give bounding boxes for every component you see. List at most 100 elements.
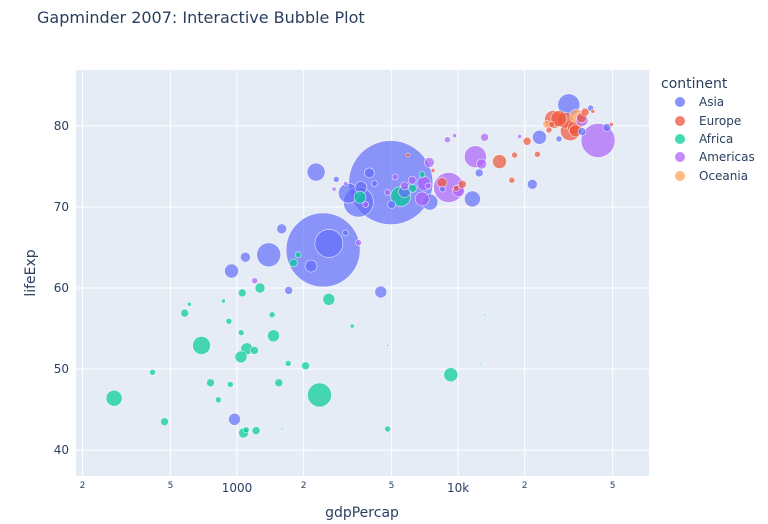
bubble-africa[interactable] [227,381,234,388]
bubble-africa[interactable] [478,362,482,365]
bubble-asia[interactable] [304,259,318,273]
bubble-asia[interactable] [577,127,587,136]
bubble-africa[interactable] [307,382,332,408]
bubble-europe[interactable] [590,109,596,114]
bubble-africa[interactable] [180,308,189,318]
bubble-africa[interactable] [237,288,247,298]
bubble-africa[interactable] [274,378,284,388]
bubble-asia[interactable] [228,412,241,426]
legend-item-asia[interactable]: Asia [675,95,724,109]
bubble-europe[interactable] [458,180,467,189]
bubble-americas[interactable] [517,134,522,139]
bubble-asia[interactable] [306,162,326,182]
bubble-asia[interactable] [364,167,375,179]
bubble-africa[interactable] [284,360,292,367]
bubble-europe[interactable] [534,151,541,158]
bubble-americas[interactable] [331,186,337,192]
bubble-asia[interactable] [371,180,378,187]
bubble-europe[interactable] [405,152,411,158]
plot-area[interactable] [76,70,649,476]
bubble-asia[interactable] [276,223,288,235]
bubble-africa[interactable] [160,417,169,427]
bubble-asia[interactable] [374,285,388,299]
bubble-africa[interactable] [187,301,192,307]
bubble-africa[interactable] [443,367,459,383]
bubble-americas[interactable] [480,133,489,142]
bubble-europe[interactable] [452,185,460,192]
bubble-asia[interactable] [314,229,344,258]
bubble-africa[interactable] [483,313,487,317]
bubble-asia[interactable] [532,130,547,145]
bubble-africa[interactable] [242,426,250,434]
bubble-americas[interactable] [423,157,435,168]
bubble-europe[interactable] [548,121,556,128]
bubble-africa[interactable] [206,378,215,388]
bubble-europe[interactable] [609,122,614,127]
bubble-asia[interactable] [240,251,251,263]
bubble-asia[interactable] [464,190,481,208]
bubble-europe[interactable] [545,126,553,134]
bubble-africa[interactable] [215,396,222,404]
bubble-americas[interactable] [362,201,370,208]
bubble-americas[interactable] [424,182,432,190]
bubble-europe[interactable] [492,154,507,169]
legend-item-europe[interactable]: Europe [675,114,741,128]
bubble-americas[interactable] [384,189,391,196]
bubble-americas[interactable] [476,158,488,170]
bubble-africa[interactable] [221,298,226,304]
bubble-africa[interactable] [225,317,233,325]
bubble-americas[interactable] [444,136,451,143]
legend-item-oceania[interactable]: Oceania [675,169,748,183]
bubble-africa[interactable] [192,336,211,355]
bubble-americas[interactable] [400,181,409,191]
bubble-americas[interactable] [407,175,417,185]
bubble-africa[interactable] [267,329,280,343]
bubble-asia[interactable] [332,176,340,183]
bubble-africa[interactable] [408,184,417,193]
bubble-africa[interactable] [349,323,355,329]
bubble-americas[interactable] [414,191,430,207]
bubbles-layer[interactable] [105,93,616,439]
legend-item-africa[interactable]: Africa [675,132,733,146]
bubble-asia[interactable] [602,123,612,132]
bubble-africa[interactable] [237,329,245,336]
bubble-africa[interactable] [418,171,426,178]
bubble-europe[interactable] [430,168,436,173]
bubble-africa[interactable] [105,389,123,407]
bubble-africa[interactable] [280,427,284,431]
bubble-asia[interactable] [342,229,349,237]
bubble-africa[interactable] [322,292,336,306]
bubble-africa[interactable] [250,346,259,355]
bubble-africa[interactable] [294,251,302,259]
bubble-europe[interactable] [511,151,518,159]
bubble-africa[interactable] [386,344,389,347]
bubble-europe[interactable] [580,107,590,117]
bubble-europe[interactable] [550,110,568,127]
bubble-asia[interactable] [387,200,396,209]
bubble-americas[interactable] [580,123,616,158]
bubble-africa[interactable] [384,425,391,433]
bubble-africa[interactable] [251,426,261,435]
bubble-africa[interactable] [301,361,310,371]
bubble-africa[interactable] [268,311,276,319]
legend-item-americas[interactable]: Americas [675,150,755,164]
bubble-asia[interactable] [555,135,563,143]
bubble-africa[interactable] [289,258,298,268]
bubble-africa[interactable] [254,282,266,294]
bubble-americas[interactable] [391,173,399,181]
bubble-americas[interactable] [452,133,457,138]
bubble-africa[interactable] [149,368,156,376]
bubble-asia[interactable] [284,286,294,295]
bubble-americas[interactable] [355,239,362,246]
bubble-americas[interactable] [343,181,348,186]
bubble-europe[interactable] [522,137,532,146]
bubble-europe[interactable] [508,176,516,184]
bubble-asia[interactable] [256,242,282,268]
bubble-asia[interactable] [439,185,446,193]
bubble-asia[interactable] [526,179,538,190]
bubble-asia[interactable] [224,263,239,279]
bubble-africa[interactable] [234,350,248,364]
bubble-africa[interactable] [353,190,367,204]
bubble-americas[interactable] [251,277,258,285]
